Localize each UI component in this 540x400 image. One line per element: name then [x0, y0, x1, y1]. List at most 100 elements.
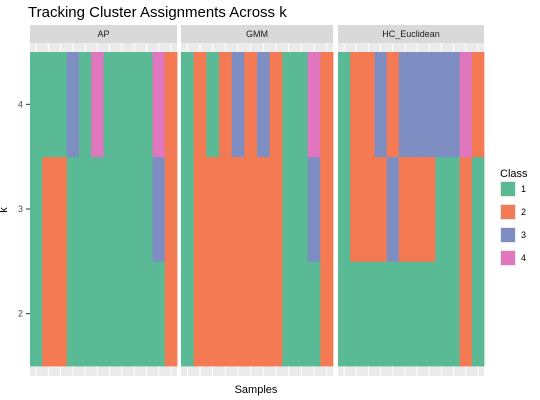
heatmap-tile	[55, 261, 68, 366]
heatmap-tile	[153, 261, 166, 366]
heatmap-tile	[435, 261, 448, 366]
chart-title: Tracking Cluster Assignments Across k	[28, 4, 287, 21]
heatmap-tile	[295, 157, 308, 262]
y-tick-label: 3	[18, 204, 23, 214]
legend-label: 2	[521, 207, 526, 217]
heatmap-tile	[181, 261, 194, 366]
heatmap-tile	[308, 157, 321, 262]
y-axis-title: k	[0, 207, 10, 213]
heatmap-tile	[128, 261, 141, 366]
heatmap-tile	[362, 157, 375, 262]
heatmap-tile	[116, 261, 129, 366]
facet-panel-hc_euclidean: HC_Euclidean	[338, 25, 484, 376]
heatmap-tile	[295, 52, 308, 157]
heatmap-tile	[411, 157, 424, 262]
heatmap-tile	[423, 52, 436, 157]
heatmap-tile	[67, 261, 80, 366]
heatmap-tile	[219, 52, 232, 157]
heatmap-tile	[79, 261, 92, 366]
heatmap-tile	[116, 52, 129, 157]
heatmap-tile	[55, 52, 68, 157]
heatmap-tile	[411, 261, 424, 366]
heatmap-tile	[320, 52, 333, 157]
heatmap-tile	[140, 261, 153, 366]
heatmap-tile	[270, 157, 283, 262]
heatmap-tile	[320, 261, 333, 366]
facet-strip-label: AP	[97, 29, 109, 39]
heatmap-tile	[387, 52, 400, 157]
heatmap-tile	[460, 261, 473, 366]
heatmap-tile	[308, 261, 321, 366]
heatmap-tile	[232, 157, 245, 262]
heatmap-tile	[206, 261, 219, 366]
heatmap-tile	[399, 52, 412, 157]
legend-label: 3	[521, 230, 526, 240]
legend-swatch	[501, 228, 515, 242]
heatmap-tile	[30, 261, 43, 366]
heatmap-tile	[206, 52, 219, 157]
heatmap-tile	[399, 261, 412, 366]
heatmap-tile	[448, 261, 461, 366]
y-axis: 2 3 4	[18, 99, 30, 318]
heatmap-tile	[338, 261, 351, 366]
y-tick-label: 2	[18, 309, 23, 319]
legend-label: 4	[521, 253, 526, 263]
heatmap-tile	[104, 261, 117, 366]
heatmap-tile	[399, 157, 412, 262]
heatmap-tile	[435, 52, 448, 157]
heatmap-tile	[194, 261, 207, 366]
heatmap-tile	[423, 261, 436, 366]
heatmap-tile	[472, 157, 485, 262]
heatmap-tile	[140, 157, 153, 262]
heatmap-tile	[128, 157, 141, 262]
heatmap-tile	[448, 157, 461, 262]
heatmap-tile	[67, 157, 80, 262]
y-tick-label: 4	[18, 99, 23, 109]
heatmap-tile	[472, 261, 485, 366]
heatmap-tile	[257, 157, 270, 262]
heatmap-tile	[362, 261, 375, 366]
heatmap-tile	[206, 157, 219, 262]
heatmap-tile	[79, 52, 92, 157]
heatmap-tile	[79, 157, 92, 262]
heatmap-tile	[423, 157, 436, 262]
heatmap-tile	[282, 261, 295, 366]
heatmap-tile	[232, 261, 245, 366]
heatmap-tile	[42, 157, 55, 262]
heatmap-tile	[153, 52, 166, 157]
legend-swatch	[501, 251, 515, 265]
facet-strip-label: HC_Euclidean	[382, 29, 440, 39]
heatmap-tile	[350, 157, 363, 262]
heatmap-tile	[181, 52, 194, 157]
facet-panel-ap: AP	[30, 25, 177, 376]
heatmap-tile	[194, 157, 207, 262]
heatmap-tile	[219, 157, 232, 262]
heatmap-tile	[67, 52, 80, 157]
heatmap-tile	[350, 52, 363, 157]
heatmap-tile	[30, 157, 43, 262]
heatmap-tile	[116, 157, 129, 262]
heatmap-tile	[308, 52, 321, 157]
heatmap-tile	[387, 261, 400, 366]
heatmap-tile	[460, 157, 473, 262]
heatmap-tile	[375, 52, 388, 157]
heatmap-tile	[295, 261, 308, 366]
facet-strip-label: GMM	[246, 29, 268, 39]
heatmap-tile	[320, 157, 333, 262]
heatmap-tile	[338, 52, 351, 157]
heatmap-tile	[194, 52, 207, 157]
heatmap-tile	[270, 261, 283, 366]
heatmap-tile	[375, 157, 388, 262]
heatmap-tile	[165, 157, 178, 262]
heatmap-tile	[153, 157, 166, 262]
heatmap-tile	[257, 261, 270, 366]
heatmap-tile	[244, 261, 257, 366]
x-axis-title: Samples	[235, 384, 278, 396]
heatmap-tile	[165, 261, 178, 366]
legend-swatch	[501, 205, 515, 219]
facet-panel-gmm: GMM	[181, 25, 333, 376]
heatmap-tile	[350, 261, 363, 366]
heatmap-tile	[435, 157, 448, 262]
heatmap-tile	[42, 52, 55, 157]
